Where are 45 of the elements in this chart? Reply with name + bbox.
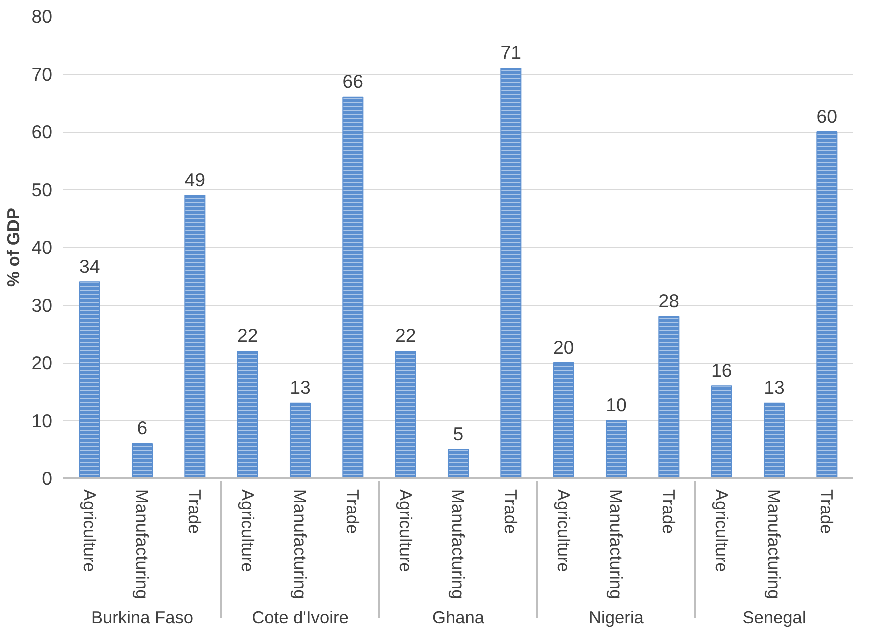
data-label: 22 — [237, 325, 258, 346]
data-label: 66 — [342, 71, 364, 92]
y-tick-label: 60 — [32, 122, 53, 142]
y-tick-label: 50 — [32, 179, 53, 200]
y-axis-title: % of GDP — [4, 208, 24, 287]
text: Manufacturing — [132, 490, 152, 600]
data-label: 71 — [500, 42, 522, 64]
text: Agriculture — [80, 490, 100, 572]
y-tick-label: 20 — [32, 352, 53, 374]
text: Agriculture — [712, 490, 732, 572]
y-tick-label: 10 — [32, 410, 53, 432]
text: Manufacturing — [448, 490, 468, 600]
text: Agriculture — [396, 490, 416, 572]
data-label: 49 — [184, 169, 206, 190]
text: Manufacturing — [606, 490, 626, 600]
data-label: 5 — [453, 423, 464, 444]
text: Agriculture — [554, 490, 574, 572]
x-tick-label: Nigeria — [589, 607, 644, 628]
text: Manufacturing — [290, 490, 310, 600]
data-label: 34 — [79, 256, 100, 277]
x-tick-label: Ghana — [432, 607, 485, 628]
x-tick-label: Cote d'Ivoire — [252, 607, 349, 628]
y-tick-label: 30 — [32, 294, 53, 316]
text: Trade — [659, 490, 680, 534]
x-tick-label: Senegal — [742, 607, 806, 628]
data-label: 20 — [553, 336, 574, 358]
y-tick-label: 70 — [32, 64, 53, 85]
data-label: 10 — [606, 394, 627, 416]
text: Agriculture — [238, 490, 258, 572]
x-tick-label: Burkina Faso — [91, 607, 194, 628]
data-label: 60 — [816, 106, 838, 127]
text: Trade — [185, 490, 206, 534]
text: Manufacturing — [764, 490, 784, 600]
y-tick-label: 0 — [42, 468, 53, 489]
y-tick-label: 80 — [32, 6, 53, 27]
text: Trade — [343, 490, 364, 534]
data-label: 13 — [290, 377, 311, 398]
text: Trade — [817, 490, 838, 534]
data-label: 13 — [764, 377, 785, 398]
text: Trade — [501, 490, 522, 534]
data-label: 28 — [658, 290, 680, 312]
data-label: 22 — [395, 325, 416, 346]
data-label: 16 — [711, 360, 732, 381]
data-label: 6 — [137, 418, 148, 439]
y-tick-label: 40 — [32, 237, 53, 258]
